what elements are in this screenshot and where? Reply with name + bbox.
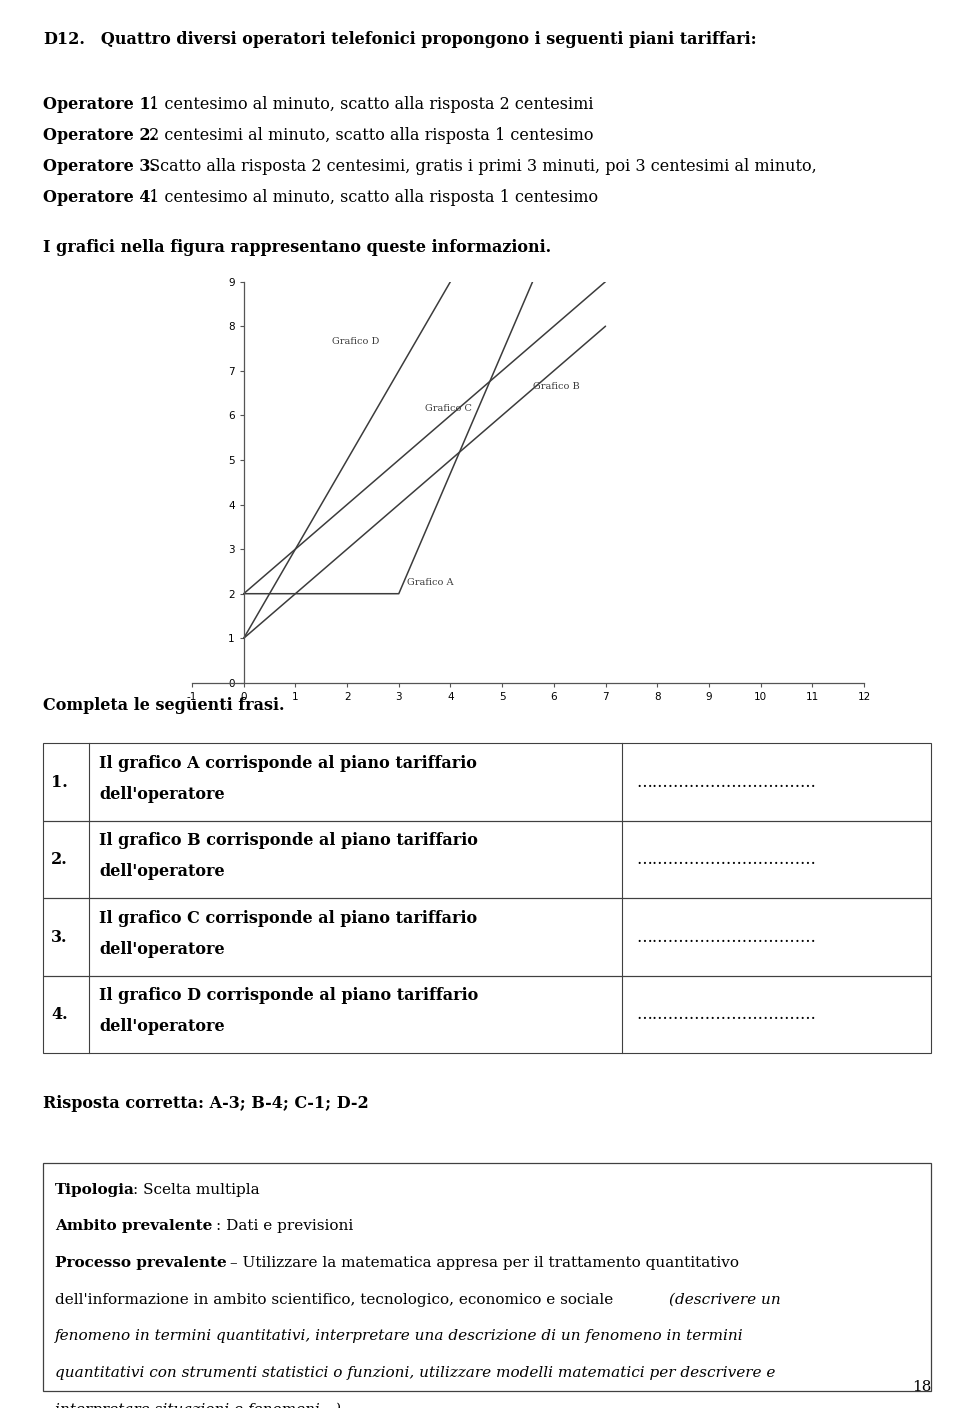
Text: 2.: 2. bbox=[51, 850, 67, 869]
Text: 4.: 4. bbox=[51, 1005, 67, 1024]
Text: dell'operatore: dell'operatore bbox=[99, 863, 225, 880]
Text: …………………………….: ……………………………. bbox=[636, 928, 816, 946]
Text: 1 centesimo al minuto, scatto alla risposta 1 centesimo: 1 centesimo al minuto, scatto alla rispo… bbox=[144, 189, 598, 206]
Text: 18: 18 bbox=[912, 1380, 931, 1394]
Text: – Utilizzare la matematica appresa per il trattamento quantitativo: – Utilizzare la matematica appresa per i… bbox=[230, 1256, 739, 1270]
Text: Scatto alla risposta 2 centesimi, gratis i primi 3 minuti, poi 3 centesimi al mi: Scatto alla risposta 2 centesimi, gratis… bbox=[144, 158, 817, 175]
Text: Grafico D: Grafico D bbox=[331, 337, 379, 346]
Text: Il grafico D corrisponde al piano tariffario: Il grafico D corrisponde al piano tariff… bbox=[99, 987, 478, 1004]
Text: Risposta corretta: A-3; B-4; C-1; D-2: Risposta corretta: A-3; B-4; C-1; D-2 bbox=[43, 1095, 369, 1112]
Text: …………………………….: ……………………………. bbox=[636, 773, 816, 791]
Text: Il grafico C corrisponde al piano tariffario: Il grafico C corrisponde al piano tariff… bbox=[99, 910, 477, 926]
Text: Il grafico B corrisponde al piano tariffario: Il grafico B corrisponde al piano tariff… bbox=[99, 832, 478, 849]
Text: : Dati e previsioni: : Dati e previsioni bbox=[216, 1219, 353, 1233]
Text: dell'informazione in ambito scientifico, tecnologico, economico e sociale: dell'informazione in ambito scientifico,… bbox=[55, 1293, 618, 1307]
Text: Il grafico A corrisponde al piano tariffario: Il grafico A corrisponde al piano tariff… bbox=[99, 755, 477, 772]
Text: Operatore 1.: Operatore 1. bbox=[43, 96, 156, 113]
Text: Grafico A: Grafico A bbox=[406, 577, 453, 587]
Text: dell'operatore: dell'operatore bbox=[99, 786, 225, 803]
Text: quantitativi con strumenti statistici o funzioni, utilizzare modelli matematici : quantitativi con strumenti statistici o … bbox=[55, 1366, 775, 1380]
Text: 1 centesimo al minuto, scatto alla risposta 2 centesimi: 1 centesimo al minuto, scatto alla rispo… bbox=[144, 96, 593, 113]
Text: dell'operatore: dell'operatore bbox=[99, 941, 225, 957]
Text: I grafici nella figura rappresentano queste informazioni.: I grafici nella figura rappresentano que… bbox=[43, 239, 551, 256]
Text: Operatore 3.: Operatore 3. bbox=[43, 158, 156, 175]
Text: Completa le seguenti frasi.: Completa le seguenti frasi. bbox=[43, 697, 285, 714]
Text: (descrivere un: (descrivere un bbox=[669, 1293, 780, 1307]
Text: …………………………….: ……………………………. bbox=[636, 850, 816, 869]
Text: dell'operatore: dell'operatore bbox=[99, 1018, 225, 1035]
Text: Grafico B: Grafico B bbox=[533, 382, 580, 390]
Text: …………………………….: ……………………………. bbox=[636, 1005, 816, 1024]
Text: 3.: 3. bbox=[51, 928, 67, 946]
Text: fenomeno in termini quantitativi, interpretare una descrizione di un fenomeno in: fenomeno in termini quantitativi, interp… bbox=[55, 1329, 743, 1343]
Text: : Scelta multipla: : Scelta multipla bbox=[133, 1183, 260, 1197]
Text: Processo prevalente: Processo prevalente bbox=[55, 1256, 227, 1270]
Text: Grafico C: Grafico C bbox=[424, 404, 471, 413]
Text: Tipologia: Tipologia bbox=[55, 1183, 134, 1197]
Text: 1.: 1. bbox=[51, 773, 67, 791]
Text: D12.: D12. bbox=[43, 31, 85, 48]
Text: Ambito prevalente: Ambito prevalente bbox=[55, 1219, 212, 1233]
Text: interpretare situazioni e fenomeni…): interpretare situazioni e fenomeni…) bbox=[55, 1402, 341, 1408]
Text: 2 centesimi al minuto, scatto alla risposta 1 centesimo: 2 centesimi al minuto, scatto alla rispo… bbox=[144, 127, 593, 144]
Text: Quattro diversi operatori telefonici propongono i seguenti piani tariffari:: Quattro diversi operatori telefonici pro… bbox=[84, 31, 756, 48]
Text: Operatore 2.: Operatore 2. bbox=[43, 127, 156, 144]
Text: Operatore 4.: Operatore 4. bbox=[43, 189, 156, 206]
